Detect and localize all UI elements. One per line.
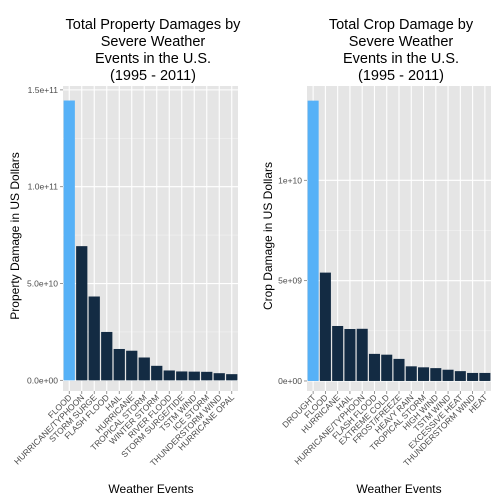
bar-hurricane-opal — [226, 374, 237, 380]
bar-high-wind — [430, 368, 441, 381]
y-tick-label: 5e+09 — [278, 276, 302, 286]
chart-crop-y-axis-title: Crop Damage in US Dollars — [261, 162, 275, 310]
bar-heat — [479, 373, 490, 381]
y-tick-label: 0e+00 — [278, 376, 302, 386]
y-tick-label: 1e+10 — [278, 175, 302, 185]
bar-thunderstorm-wind — [214, 373, 225, 380]
bar-extreme-cold — [381, 355, 392, 381]
chart-crop-title: Total Crop Damage by Severe Weather Even… — [329, 17, 474, 84]
chart-crop-title-line-2: Severe Weather — [349, 34, 454, 50]
chart-crop-title-line-3: Events in the U.S. — [343, 51, 459, 67]
bar-thunderstorm-wind — [467, 373, 478, 381]
y-tick-label: 0.0e+00 — [27, 375, 58, 385]
chart-crop-x-axis: DROUGHTFLOODHURRICANEHAILHURRICANE/TYPHO… — [280, 391, 489, 468]
bar-flash-flood — [369, 354, 380, 381]
bar-tstm-wind — [443, 370, 454, 381]
chart-property-title: Total Property Damages by Severe Weather… — [66, 17, 242, 84]
chart-crop-title-line-1: Total Crop Damage by — [329, 17, 474, 33]
bar-river-flood — [164, 370, 175, 380]
bar-storm-surge-tide — [176, 371, 187, 380]
bar-ice-storm — [201, 372, 212, 381]
chart-property-title-line-3: Events in the U.S. — [95, 51, 211, 67]
bar-flash-flood — [101, 332, 112, 380]
bar-excessive-heat — [455, 371, 466, 381]
bar-frost-freeze — [393, 359, 404, 381]
chart-property-y-axis: 0.0e+00 5.0e+10 1.0e+11 1.5e+11 — [27, 85, 63, 385]
bar-hurricane-typhoon — [76, 246, 87, 380]
chart-property-x-axis-title: Weather Events — [108, 482, 193, 496]
bar-tropical-storm — [139, 357, 150, 380]
bar-hurricane-typhoon — [357, 329, 368, 381]
bar-heavy-rain — [406, 366, 417, 381]
bar-flood — [64, 101, 75, 381]
chart-property-title-line-4: (1995 - 2011) — [110, 68, 196, 84]
bar-storm-surge — [89, 296, 100, 380]
bar-hurricane — [332, 326, 343, 381]
chart-property-title-line-1: Total Property Damages by — [66, 17, 242, 33]
chart-property: Total Property Damages by Severe Weather… — [8, 17, 241, 496]
chart-property-y-axis-title: Property Damage in US Dollars — [8, 152, 22, 319]
bar-hurricane — [126, 351, 137, 381]
bar-winter-storm — [151, 366, 162, 381]
chart-crop-x-axis-title: Weather Events — [356, 482, 441, 496]
bar-flood — [320, 273, 331, 381]
y-tick-label: 1.5e+11 — [28, 85, 59, 95]
bar-hail — [114, 349, 125, 380]
chart-property-title-line-2: Severe Weather — [101, 34, 206, 50]
bar-tropical-storm — [418, 367, 429, 381]
chart-crop-title-line-4: (1995 - 2011) — [358, 68, 444, 84]
chart-crop: Total Crop Damage by Severe Weather Even… — [261, 17, 491, 496]
bar-drought — [308, 101, 319, 381]
y-tick-label: 5.0e+10 — [27, 279, 58, 289]
bar-tstm-wind — [189, 372, 200, 381]
chart-crop-y-axis: 0e+00 5e+09 1e+10 — [278, 175, 307, 386]
bar-hail — [344, 329, 355, 381]
y-tick-label: 1.0e+11 — [28, 182, 59, 192]
